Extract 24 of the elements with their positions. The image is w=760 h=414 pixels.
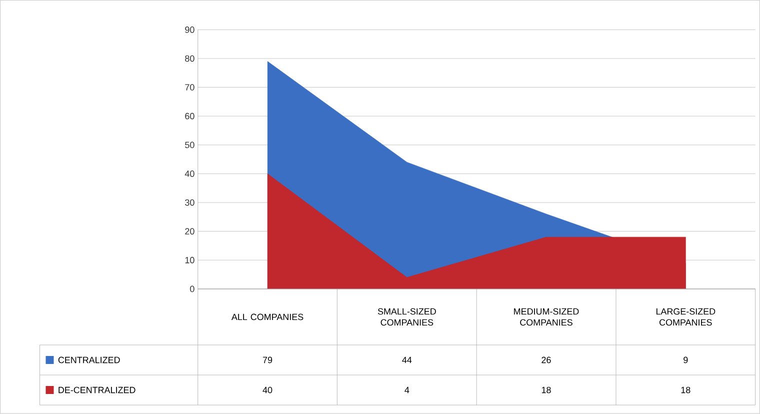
data-label: 4 — [404, 387, 410, 394]
y-tick-label: 10 — [185, 257, 194, 264]
legend-label: CENTRALIZED — [58, 356, 120, 364]
y-tick-label: 80 — [185, 55, 194, 62]
legend-label: DE-CENTRALIZED — [58, 386, 136, 394]
y-tick-label: 70 — [185, 84, 194, 91]
data-label: 40 — [262, 386, 272, 394]
data-label: 18 — [542, 386, 551, 394]
y-tick-label: 90 — [185, 26, 194, 34]
y-tick-label: 0 — [190, 286, 194, 292]
data-label: 44 — [402, 357, 412, 364]
y-tick-label: 40 — [184, 170, 194, 178]
y-tick-label: 50 — [185, 142, 194, 148]
data-label: 9 — [684, 356, 688, 364]
y-tick-label: 60 — [185, 113, 194, 120]
y-tick-label: 20 — [185, 228, 194, 235]
data-label: 18 — [681, 386, 690, 394]
x-tick-label: MEDIUM-SIZED COMPANIES — [514, 308, 579, 326]
x-tick-label: SMALL-SIZED COMPANIES — [378, 308, 436, 326]
x-tick-label: ALL COMPANIES — [231, 314, 304, 320]
x-tick-label: LARGE-SIZED COMPANIES — [656, 308, 716, 326]
data-label: 26 — [542, 356, 551, 364]
data-label: 79 — [262, 356, 272, 364]
y-tick-label: 30 — [185, 199, 194, 206]
